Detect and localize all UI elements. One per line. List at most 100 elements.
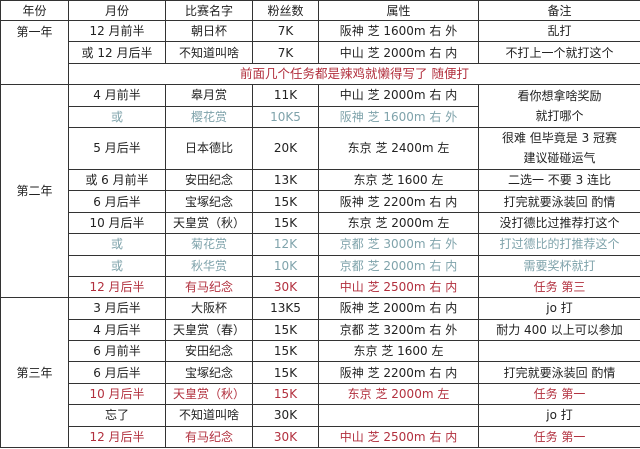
month-cell: 或 xyxy=(68,105,166,128)
fans-cell: 30K xyxy=(252,425,319,449)
table-row: 第三年 3 月后半 大阪杯 13K5 阪神 芝 2000m 右 内 jo 打 xyxy=(0,297,640,449)
year-label: 第一年 xyxy=(0,19,69,86)
note-cell: 打完就要泳装回 酌情 xyxy=(478,190,640,213)
table-row: 6 月后半 宝塚纪念 15K 阪神 芝 2200m 右 内打完就要泳装回 酌情 xyxy=(1,361,640,384)
attribute-cell: 京都 芝 3000m 右 外 xyxy=(318,233,479,256)
race-name-cell: 日本德比 xyxy=(165,126,253,170)
race-name-cell: 朝日杯 xyxy=(165,19,253,43)
column-header: 属性 xyxy=(318,0,479,21)
month-cell: 6 月后半 xyxy=(68,361,166,384)
fans-cell: 13K xyxy=(252,168,319,192)
note-cell: 需要奖杯就打 xyxy=(478,254,640,277)
table-row: 10 月后半 天皇赏（秋） 15K 东京 芝 2000m 左没打德比过推荐打这个 xyxy=(1,211,640,235)
fans-cell: 10K5 xyxy=(252,105,319,128)
month-cell: 忘了 xyxy=(68,404,166,427)
note-cell: 很难 但毕竟是 3 冠赛 建议碰碰运气 xyxy=(478,126,640,170)
note-cell: 看你想拿啥奖励 就打哪个 xyxy=(478,84,640,128)
race-name-cell: 樱花赏 xyxy=(165,105,253,128)
attribute-cell: 京都 芝 2000m 右 内 xyxy=(318,254,479,277)
table-row: 6 月后半 宝塚纪念 15K 阪神 芝 2200m 右 内打完就要泳装回 酌情 xyxy=(1,190,640,213)
month-cell: 6 月后半 xyxy=(68,190,166,213)
table-row: 或 12 月后半 不知道叫啥 7K 中山 芝 2000m 右 内不打上一个就打这个 xyxy=(1,41,640,64)
table-row: 或 6 月前半 安田纪念 13K 东京 芝 1600 左二选一 不要 3 连比 xyxy=(1,168,640,192)
race-name-cell: 宝塚纪念 xyxy=(165,361,253,384)
fans-cell: 11K xyxy=(252,84,319,107)
month-cell: 或 xyxy=(68,233,166,256)
column-header: 年份 xyxy=(0,0,69,21)
race-name-cell: 不知道叫啥 xyxy=(165,404,253,427)
table-row: 前面几个任务都是辣鸡就懒得写了 随便打 xyxy=(1,62,640,86)
fans-cell: 15K xyxy=(252,211,319,235)
race-name-cell: 秋华赏 xyxy=(165,254,253,277)
fans-cell: 13K5 xyxy=(252,297,319,320)
table-row: 或樱花赏 10K5 阪神 芝 1600m 右 外 xyxy=(1,105,640,128)
column-header: 粉丝数 xyxy=(252,0,319,21)
fans-cell: 15K xyxy=(252,382,319,406)
table-row: 6 月前半 安田纪念 15K 东京 芝 1600 左 xyxy=(1,340,640,363)
fans-cell: 20K xyxy=(252,126,319,170)
header-row: 年份 月份 比赛名字 粉丝数 属性 备注 xyxy=(0,0,640,21)
attribute-cell: 阪神 芝 2200m 右 内 xyxy=(318,361,479,384)
note-cell: 任务 第一 xyxy=(478,382,640,406)
fans-cell: 7K xyxy=(252,19,319,43)
table-row: 10 月后半 天皇赏（秋） 15K 东京 芝 2000m 左任务 第一 xyxy=(1,382,640,406)
note-cell: 二选一 不要 3 连比 xyxy=(478,168,640,192)
attribute-cell: 中山 芝 2500m 右 内 xyxy=(318,275,479,299)
fans-cell: 10K xyxy=(252,254,319,277)
month-cell: 12 月后半 xyxy=(68,275,166,299)
note-cell: 打过德比的打推荐这个 xyxy=(478,233,640,256)
fans-cell: 15K xyxy=(252,340,319,363)
attribute-cell: 东京 芝 1600 左 xyxy=(318,168,479,192)
fans-cell: 15K xyxy=(252,190,319,213)
attribute-cell: 阪神 芝 2200m 右 内 xyxy=(318,190,479,213)
month-cell: 10 月后半 xyxy=(68,382,166,406)
note-line: 很难 但毕竟是 3 冠赛 xyxy=(501,131,618,146)
table-row: 第二年 4 月前半 皋月赏 11K 中山 芝 2000m 右 内看你想拿啥奖励 就打哪个 xyxy=(0,84,640,299)
attribute-cell: 东京 芝 1600 左 xyxy=(318,340,479,363)
banner-note: 前面几个任务都是辣鸡就懒得写了 随便打 xyxy=(68,62,640,86)
table-row: 或菊花赏 12K 京都 芝 3000m 右 外打过德比的打推荐这个 xyxy=(1,233,640,256)
month-cell: 或 xyxy=(68,254,166,277)
note-cell: 任务 第一 xyxy=(478,425,640,449)
column-header: 月份 xyxy=(68,0,166,21)
note-line: 建议碰碰运气 xyxy=(523,151,596,166)
month-cell: 4 月前半 xyxy=(68,84,166,107)
note-cell: 乱打 xyxy=(478,19,640,43)
fans-cell: 15K xyxy=(252,318,319,342)
table-row: 4 月后半 天皇赏（春） 15K 京都 芝 3200m 右 外耐力 400 以上可以参… xyxy=(1,318,640,342)
attribute-cell: 东京 芝 2400m 左 xyxy=(318,126,479,170)
note-cell: jo 打 xyxy=(478,404,640,427)
note-cell: 任务 第三 xyxy=(478,275,640,299)
race-name-cell: 天皇赏（秋） xyxy=(165,211,253,235)
column-header: 备注 xyxy=(478,0,640,21)
note-cell: 耐力 400 以上可以参加 xyxy=(478,318,640,342)
race-name-cell: 宝塚纪念 xyxy=(165,190,253,213)
year-label: 第三年 xyxy=(0,297,69,449)
race-name-cell: 安田纪念 xyxy=(165,168,253,192)
attribute-cell: 东京 芝 2000m 左 xyxy=(318,382,479,406)
attribute-cell: 中山 芝 2000m 右 内 xyxy=(318,41,479,64)
month-cell: 4 月后半 xyxy=(68,318,166,342)
table-row: 12 月后半 有马纪念 30K 中山 芝 2500m 右 内任务 第三 xyxy=(1,275,640,299)
month-cell: 6 月前半 xyxy=(68,340,166,363)
month-cell: 10 月后半 xyxy=(68,211,166,235)
column-header: 比赛名字 xyxy=(165,0,253,21)
fans-cell: 30K xyxy=(252,275,319,299)
attribute-cell: 京都 芝 3200m 右 外 xyxy=(318,318,479,342)
race-name-cell: 大阪杯 xyxy=(165,297,253,320)
note-line: 看你想拿啥奖励 xyxy=(517,89,602,104)
race-name-cell: 安田纪念 xyxy=(165,340,253,363)
note-cell: 没打德比过推荐打这个 xyxy=(478,211,640,235)
fans-cell: 30K xyxy=(252,404,319,427)
fans-cell: 15K xyxy=(252,361,319,384)
race-name-cell: 天皇赏（春） xyxy=(165,318,253,342)
table-row: 或秋华赏 10K 京都 芝 2000m 右 内需要奖杯就打 xyxy=(1,254,640,277)
attribute-cell: 中山 芝 2000m 右 内 xyxy=(318,84,479,107)
attribute-cell: 阪神 芝 1600m 右 外 xyxy=(318,105,479,128)
race-name-cell: 天皇赏（秋） xyxy=(165,382,253,406)
race-name-cell: 有马纪念 xyxy=(165,275,253,299)
month-cell: 或 6 月前半 xyxy=(68,168,166,192)
race-name-cell: 菊花赏 xyxy=(165,233,253,256)
fans-cell: 12K xyxy=(252,233,319,256)
